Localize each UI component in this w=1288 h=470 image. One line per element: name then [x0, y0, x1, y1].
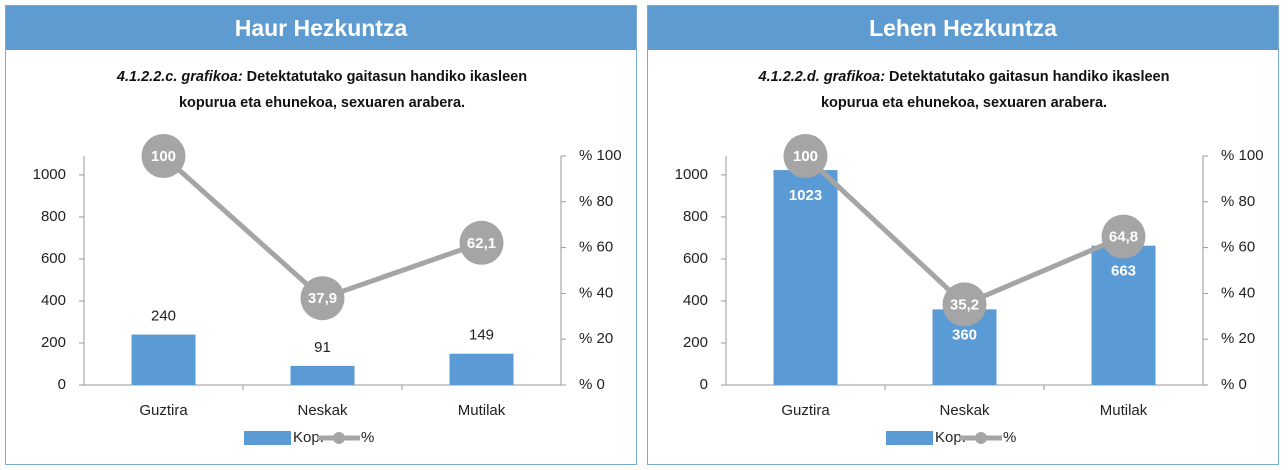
y2-tick-label: % 0 — [579, 376, 605, 393]
bar-label: 1023 — [789, 187, 822, 204]
x-tick-label: Guztira — [781, 402, 830, 419]
x-tick-label: Neskak — [939, 402, 990, 419]
point-label: 62,1 — [467, 235, 496, 252]
point-label: 35,2 — [950, 296, 979, 313]
y2-tick-label: % 40 — [579, 284, 613, 301]
point — [783, 134, 828, 178]
y-tick-label: 800 — [683, 208, 708, 225]
panel-title: Lehen Hezkuntza — [648, 6, 1278, 50]
legend-marker — [975, 432, 987, 444]
bar-label: 663 — [1111, 263, 1136, 280]
figure-label: 4.1.2.2.d. grafikoa: — [758, 69, 886, 85]
y2-tick-label: % 40 — [1221, 284, 1255, 301]
point-label: 37,9 — [308, 290, 337, 307]
y2-tick-label: % 0 — [1221, 376, 1247, 393]
y2-tick-label: % 100 — [1221, 147, 1264, 164]
figure-label: 4.1.2.2.c. grafikoa: — [116, 69, 243, 85]
y-tick-label: 800 — [41, 208, 66, 225]
y-tick-label: 400 — [683, 292, 708, 309]
x-tick-label: Mutilak — [1100, 402, 1148, 419]
legend-label: % — [1003, 429, 1016, 446]
point-label: 64,8 — [1109, 229, 1138, 246]
y2-tick-label: % 80 — [1221, 193, 1255, 210]
subtitle-text: Detektatutako gaitasun handiko ikasleen … — [178, 69, 528, 111]
x-tick-label: Neskak — [297, 402, 348, 419]
y-tick-label: 1000 — [33, 166, 66, 183]
panel: 0 200 400 600 800 1000% 0% 20% 40% 60% 80% 10… — [5, 5, 637, 465]
legend-label: Kop. — [935, 429, 966, 446]
bar — [290, 365, 355, 385]
subtitle-text: Detektatutako gaitasun handiko ikasleen … — [820, 69, 1170, 111]
bar-label: 240 — [151, 308, 176, 325]
point-label: 100 — [793, 148, 818, 165]
bar — [1091, 245, 1156, 385]
y2-tick-label: % 80 — [579, 193, 613, 210]
legend-swatch — [886, 431, 933, 445]
y-tick-label: 600 — [683, 250, 708, 267]
bar-label: 360 — [952, 326, 977, 343]
y-tick-label: 0 — [58, 376, 66, 393]
y-tick-label: 400 — [41, 292, 66, 309]
y-tick-label: 600 — [41, 250, 66, 267]
point-label: 100 — [151, 148, 176, 165]
bar — [131, 334, 196, 385]
legend-label: Kop. — [293, 429, 324, 446]
point — [300, 276, 345, 321]
y-tick-label: 0 — [700, 376, 708, 393]
bar-label: 149 — [469, 327, 494, 344]
legend-swatch — [244, 431, 291, 445]
y-tick-label: 200 — [41, 334, 66, 351]
point — [1101, 214, 1146, 259]
y-tick-label: 1000 — [675, 166, 708, 183]
point — [942, 282, 987, 327]
y2-tick-label: % 60 — [579, 239, 613, 256]
point — [141, 134, 186, 178]
legend-label: % — [361, 429, 374, 446]
y2-tick-label: % 20 — [579, 330, 613, 347]
line — [803, 154, 1125, 308]
y2-tick-label: % 100 — [579, 147, 622, 164]
y2-tick-label: % 60 — [1221, 239, 1255, 256]
subtitle: 4.1.2.2.c. grafikoa: Detektatutako gaitas… — [102, 64, 542, 116]
bar-label: 91 — [314, 339, 331, 356]
panel: 0 200 400 600 800 1000% 0% 20% 40% 60% 80% 10… — [647, 5, 1279, 465]
x-tick-label: Mutilak — [458, 402, 506, 419]
x-tick-label: Guztira — [139, 402, 188, 419]
bar — [773, 170, 838, 385]
y-tick-label: 200 — [683, 334, 708, 351]
point — [459, 220, 504, 265]
bar — [449, 353, 514, 385]
panel-title: Haur Hezkuntza — [6, 6, 636, 50]
legend-marker — [333, 432, 345, 444]
y2-tick-label: % 20 — [1221, 330, 1255, 347]
subtitle: 4.1.2.2.d. grafikoa: Detektatutako gaitas… — [744, 64, 1184, 116]
